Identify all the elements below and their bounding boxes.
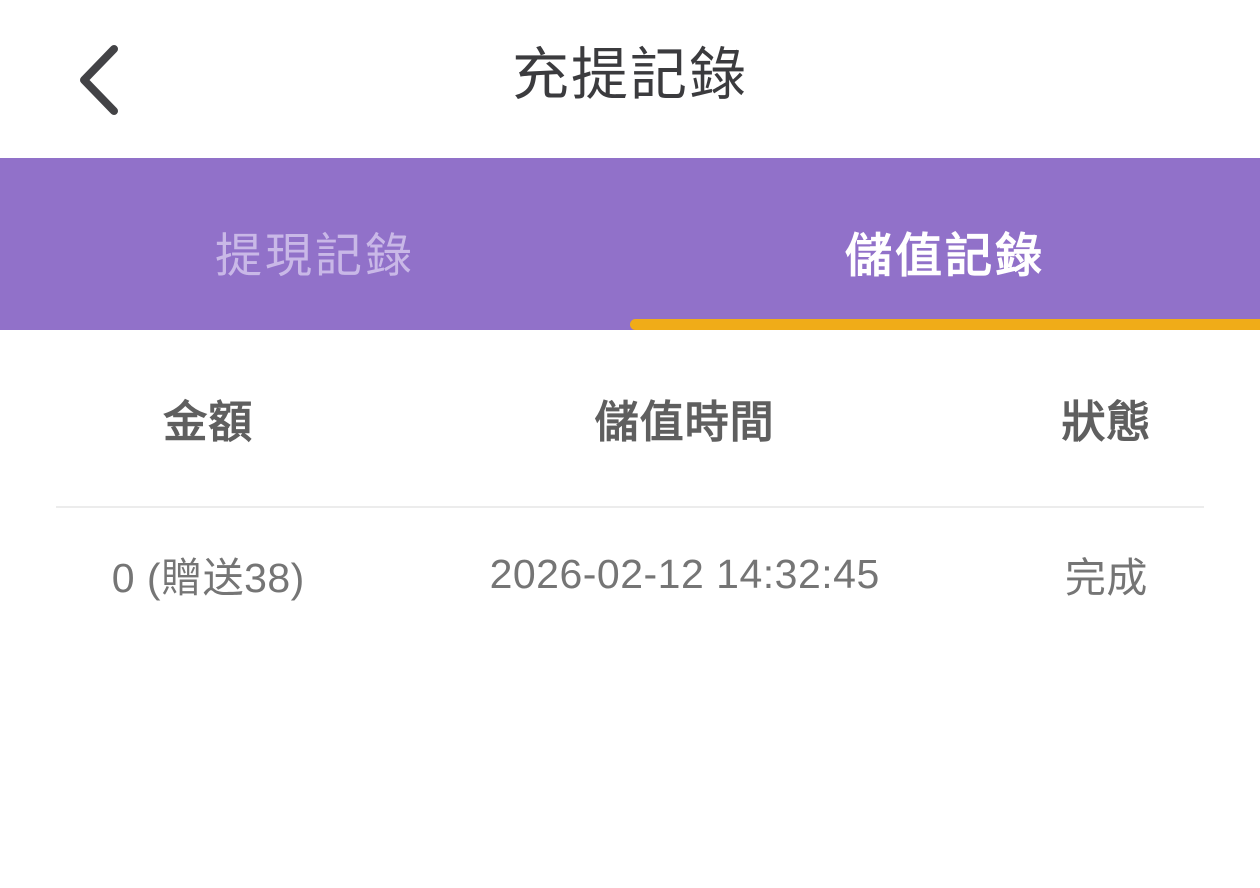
column-header-amount: 金額 xyxy=(163,398,254,447)
chevron-left-icon xyxy=(76,44,120,116)
app-header: 充提記錄 xyxy=(0,0,1260,158)
cell-status: 完成 xyxy=(1064,555,1148,601)
tab-label: 提現記錄 xyxy=(215,228,415,282)
tab-withdraw-records[interactable]: 提現記錄 xyxy=(0,158,630,330)
table-row: 0 (贈送38) 2026-02-12 14:32:45 完成 xyxy=(56,508,1204,640)
page-title: 充提記錄 xyxy=(512,42,748,107)
tabbar: 提現記錄 儲值記錄 xyxy=(0,158,1260,330)
column-header-time: 儲值時間 xyxy=(594,398,775,447)
cell-time: 2026-02-12 14:32:45 xyxy=(489,550,880,597)
cell-amount: 0 (贈送38) xyxy=(111,555,305,601)
active-tab-underline xyxy=(630,319,1260,330)
header-divider xyxy=(56,506,1204,508)
tab-deposit-records[interactable]: 儲值記錄 xyxy=(630,158,1260,330)
column-header-status: 狀態 xyxy=(1061,398,1152,447)
records-table: 金額 儲值時間 狀態 0 (贈送38) 2026-02-12 14:32:45 … xyxy=(0,330,1260,640)
table-header-row: 金額 儲值時間 狀態 xyxy=(56,330,1204,506)
back-button[interactable] xyxy=(62,36,134,124)
tab-label: 儲值記錄 xyxy=(845,228,1045,282)
